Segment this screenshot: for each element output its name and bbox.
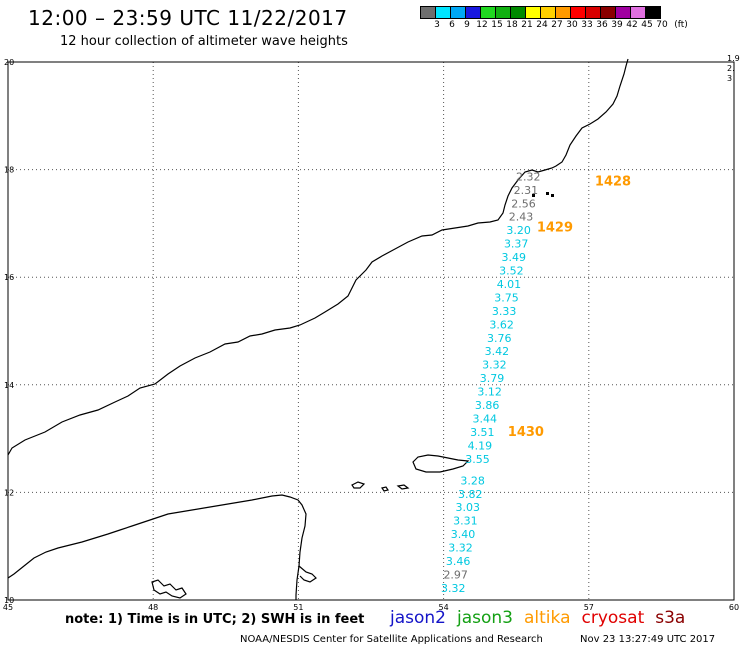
mission-jason2: jason2: [390, 608, 446, 628]
socotra-island: [412, 454, 470, 473]
swh-value: 3.44: [472, 412, 497, 425]
swh-value: 3.51: [470, 426, 495, 439]
legend-label: 12: [476, 20, 488, 30]
legend-label: 18: [506, 20, 518, 30]
swh-value: 3.12: [477, 386, 502, 399]
abd-al-kuri: [351, 481, 366, 489]
swh-value: 3.86: [475, 399, 500, 412]
generated-timestamp: Nov 23 13:27:49 UTC 2017: [580, 634, 716, 645]
legend-label: 33: [581, 20, 593, 30]
swh-value: 3.28: [460, 474, 485, 487]
edge-swh-label: 2.: [727, 64, 735, 73]
swh-value: 2.31: [514, 184, 539, 197]
lon-tick-label: 60: [729, 603, 739, 612]
legend-label: 39: [611, 20, 623, 30]
swh-value: 3.32: [441, 582, 466, 595]
swh-values: 2.322.312.562.433.203.373.493.524.013.75…: [441, 170, 541, 595]
lat-tick-label: 10: [4, 596, 14, 605]
coastal-shoals: [151, 579, 187, 599]
legend-label: 45: [641, 20, 653, 30]
swh-value: 2.97: [443, 568, 468, 581]
note-text: note: 1) Time is in UTC; 2) SWH is in fe…: [65, 612, 365, 627]
coastline: [7, 58, 629, 600]
swh-value: 3.37: [504, 238, 529, 251]
axis-labels: 45 48 51 54 57 60 10 12 14 16 18 20 1.92.3: [3, 54, 740, 612]
swh-value: 3.79: [480, 372, 505, 385]
mission-cryosat: cryosat: [581, 608, 645, 628]
swh-value: 4.01: [497, 278, 522, 291]
legend-label: 36: [596, 20, 608, 30]
lat-tick-label: 16: [4, 273, 14, 282]
credit-text: NOAA/NESDIS Center for Satellite Applica…: [240, 634, 543, 645]
swh-value: 3.75: [494, 291, 519, 304]
legend-labels: 3 6 9 12 15 18 21 24 27 30 33 36 39 42 45 70 (ft): [421, 19, 688, 33]
lat-tick-label: 12: [4, 488, 14, 497]
land-fragments: [532, 192, 554, 197]
pass-time-label: 1430: [508, 425, 544, 440]
pass-times: 1428 1429 1430: [508, 175, 631, 440]
page-title: 12:00 – 23:59 UTC 11/22/2017: [28, 6, 348, 30]
swh-value: 3.31: [453, 515, 478, 528]
swh-value: 4.19: [468, 439, 493, 452]
swh-value: 3.82: [458, 488, 483, 501]
swh-value: 3.32: [482, 359, 507, 372]
swh-value: 3.55: [465, 453, 490, 466]
map-frame: [7, 61, 735, 601]
mission-legend: jason2 jason3 altika cryosat s3a: [390, 608, 696, 628]
pass-time-label: 1429: [537, 220, 573, 235]
swh-value: 3.52: [499, 265, 524, 278]
swh-value: 3.46: [446, 555, 471, 568]
swh-value: 2.32: [516, 170, 541, 183]
swh-value: 3.20: [506, 224, 531, 237]
legend-label: 42: [626, 20, 638, 30]
edge-swh-label: 1.9: [727, 54, 740, 63]
legend-unit: (ft): [674, 20, 688, 30]
swh-value: 3.42: [485, 345, 510, 358]
swh-value: 2.43: [509, 211, 534, 224]
lon-tick-label: 54: [439, 603, 449, 612]
graticule: [8, 62, 734, 600]
legend-label: 30: [566, 20, 578, 30]
arabian-coast: [7, 58, 629, 456]
legend-label: 6: [449, 20, 455, 30]
legend-swatch: [645, 6, 661, 19]
swh-value: 3.62: [489, 318, 514, 331]
legend-label: 70: [656, 20, 668, 30]
brothers-islet: [396, 484, 410, 490]
swh-value: 3.76: [487, 332, 512, 345]
lon-tick-label: 51: [293, 603, 303, 612]
lat-tick-label: 14: [4, 381, 14, 390]
somali-coast: [7, 494, 307, 600]
legend-label: 21: [521, 20, 533, 30]
mission-altika: altika: [524, 608, 571, 628]
swh-value: 3.33: [492, 305, 517, 318]
lat-tick-label: 20: [4, 58, 14, 67]
lon-tick-label: 48: [148, 603, 158, 612]
swh-value: 2.56: [511, 197, 536, 210]
legend-label: 24: [536, 20, 548, 30]
lon-tick-label: 45: [3, 603, 13, 612]
ras-hafun: [298, 565, 317, 583]
lat-tick-label: 18: [4, 166, 14, 175]
mission-s3a: s3a: [655, 608, 686, 628]
swh-value: 3.40: [451, 528, 476, 541]
mission-jason3: jason3: [457, 608, 513, 628]
swh-value: 3.03: [456, 501, 481, 514]
color-legend: 3 6 9 12 15 18 21 24 27 30 33 36 39 42 45 70 (ft): [420, 6, 688, 33]
legend-label: 9: [464, 20, 470, 30]
samhah-islet: [381, 486, 389, 492]
legend-label: 27: [551, 20, 563, 30]
legend-label: 15: [491, 20, 503, 30]
swh-value: 3.49: [502, 251, 527, 264]
legend-label: 3: [434, 20, 440, 30]
lon-tick-label: 57: [584, 603, 594, 612]
legend-swatches: [420, 6, 661, 19]
pass-time-label: 1428: [595, 175, 631, 190]
edge-swh-label: 3: [727, 74, 732, 83]
swh-value: 3.32: [448, 542, 473, 555]
page-subtitle: 12 hour collection of altimeter wave hei…: [60, 34, 348, 49]
